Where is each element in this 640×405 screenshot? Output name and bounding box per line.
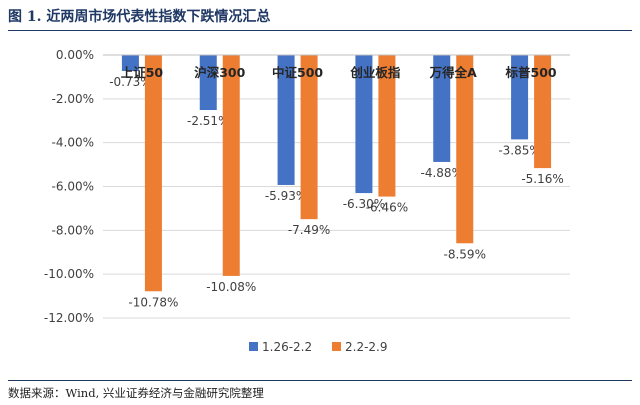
data-label: -2.51%	[187, 114, 229, 128]
legend-label: 1.26-2.2	[262, 340, 312, 354]
data-label: -0.73%	[109, 75, 151, 89]
legend-swatch-series1	[249, 342, 258, 351]
bar-series2	[456, 55, 474, 244]
category-label: 中证500	[272, 65, 323, 80]
legend-label: 2.2-2.9	[345, 340, 388, 354]
data-label: -7.49%	[288, 223, 330, 237]
bar-chart: 0.00% -2.00% -4.00% -6.00% -8.00% -10.00% -12.…	[44, 48, 570, 354]
y-tick-label: 0.00%	[56, 48, 94, 62]
category-label: 上证50	[121, 65, 164, 80]
bar-series1	[277, 55, 295, 185]
bar-series2	[534, 55, 552, 169]
data-label: -5.16%	[521, 172, 563, 186]
bar-series2	[300, 55, 318, 220]
y-tick-label: -8.00%	[52, 223, 94, 237]
legend-swatch-series2	[332, 342, 341, 351]
bar-series1	[511, 55, 529, 140]
y-tick-label: -4.00%	[52, 136, 94, 150]
y-tick-label: -10.00%	[44, 267, 94, 281]
source-note: 数据来源：Wind, 兴业证券经济与金融研究院整理	[8, 386, 264, 400]
category-label: 标普500	[505, 65, 557, 80]
data-label: -5.93%	[265, 189, 307, 203]
bar-series1	[199, 55, 217, 111]
data-label: -6.46%	[366, 201, 408, 215]
bar-series1	[121, 55, 139, 71]
data-label: -8.59%	[444, 247, 486, 261]
bar-series2	[222, 55, 240, 276]
figure-title: 图 1. 近两周市场代表性指数下跌情况汇总	[8, 9, 271, 25]
y-tick-label: -2.00%	[52, 92, 94, 106]
category-label: 沪深300	[194, 65, 245, 80]
bar-series2	[378, 55, 396, 197]
data-label: -6.30%	[343, 197, 385, 211]
data-label: -10.78%	[128, 295, 178, 309]
data-label: -10.08%	[206, 280, 256, 294]
bar-series1	[433, 55, 451, 162]
data-label: -3.85%	[498, 143, 540, 157]
data-label: -4.88%	[421, 166, 463, 180]
title-rule	[8, 30, 632, 31]
y-tick-label: -6.00%	[52, 180, 94, 194]
y-tick-label: -12.00%	[44, 311, 94, 325]
bar-series1	[355, 55, 373, 194]
category-label: 创业板指	[349, 65, 401, 80]
category-label: 万得全A	[429, 65, 478, 80]
source-rule	[8, 380, 632, 381]
bar-series2	[144, 55, 162, 292]
